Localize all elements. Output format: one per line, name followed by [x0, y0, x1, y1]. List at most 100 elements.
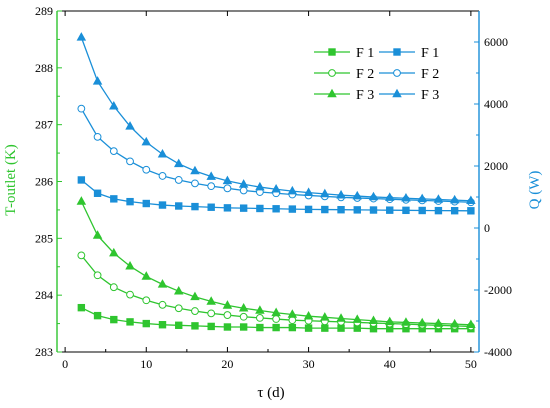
right-tick-label: 4000: [484, 97, 508, 111]
data-point: [191, 307, 199, 315]
data-point: [238, 179, 249, 188]
data-point: [207, 182, 216, 191]
data-point: [256, 323, 264, 332]
data-point: [110, 195, 118, 203]
data-point: [223, 184, 232, 193]
data-point: [369, 206, 378, 214]
data-point: [417, 193, 427, 203]
data-point: [191, 202, 199, 211]
data-point: [142, 319, 150, 328]
data-point: [353, 206, 361, 214]
data-point: [175, 202, 183, 210]
data-point: [321, 205, 329, 214]
data-point: [109, 147, 118, 156]
data-point: [157, 148, 168, 158]
x-axis-title: τ (d): [257, 385, 284, 401]
data-point: [368, 191, 379, 201]
data-point: [271, 184, 281, 193]
data-point: [449, 194, 460, 204]
data-point: [142, 199, 150, 208]
data-point: [126, 318, 134, 326]
data-point: [142, 165, 151, 174]
legend-item: F 3: [314, 88, 374, 103]
data-point: [271, 307, 281, 317]
data-point: [126, 157, 134, 166]
left-tick-label: 286: [35, 175, 53, 189]
data-point: [321, 324, 329, 332]
data-point: [433, 318, 444, 327]
data-point: [77, 303, 86, 312]
x-tick-label: 20: [221, 357, 233, 371]
data-point: [320, 312, 330, 321]
data-point: [450, 207, 459, 215]
right-tick-label: 6000: [484, 35, 508, 49]
legend-marker: [393, 69, 401, 77]
legend-label: F 3: [421, 88, 439, 103]
legend: F 1 F 2 F 3 F 1 F 2 F 3: [314, 46, 439, 103]
data-point: [126, 290, 134, 299]
data-point: [255, 314, 264, 322]
legend-item: F 2: [379, 67, 439, 82]
series-q-f1: [77, 176, 475, 215]
data-point: [222, 175, 233, 185]
data-point: [175, 321, 183, 329]
data-point: [93, 132, 102, 141]
legend-item: F 3: [379, 88, 439, 103]
data-point: [336, 189, 346, 199]
data-point: [158, 172, 167, 180]
data-point: [466, 319, 476, 329]
data-point: [109, 247, 119, 257]
data-point: [190, 165, 200, 175]
data-point: [272, 205, 280, 213]
data-point: [173, 285, 184, 295]
data-point: [222, 300, 233, 309]
data-point: [417, 317, 427, 327]
data-point: [288, 205, 297, 213]
x-tick-label: 50: [465, 357, 477, 371]
x-tick-label: 0: [62, 357, 68, 371]
data-point: [109, 100, 119, 110]
legend-label: F 2: [421, 67, 439, 82]
data-point: [352, 190, 363, 200]
data-point: [93, 271, 102, 280]
data-point: [191, 179, 199, 188]
data-point: [142, 296, 151, 305]
data-point: [386, 206, 394, 214]
data-point: [303, 187, 314, 196]
data-point: [110, 315, 118, 324]
axes-layer: 0 10 20 30 40 50 283 284 285 286 287 288 289 -4000 -20…: [35, 4, 512, 371]
data-point: [191, 322, 199, 330]
data-point: [207, 322, 215, 331]
data-point: [158, 300, 167, 309]
data-point: [384, 192, 395, 201]
legend-marker: [327, 88, 337, 98]
right-tick-label: 0: [484, 221, 490, 235]
left-tick-label: 285: [35, 231, 53, 245]
data-point: [467, 207, 475, 215]
data-point: [466, 195, 476, 205]
left-tick-label: 283: [35, 345, 53, 359]
data-point: [109, 283, 118, 292]
data-point: [239, 204, 248, 212]
left-tick-label: 287: [35, 118, 53, 132]
data-point: [206, 296, 216, 305]
legend-item: F 1: [379, 46, 439, 61]
data-point: [92, 230, 103, 239]
data-point: [174, 304, 183, 313]
legend-marker: [393, 48, 401, 56]
legend-label: F 1: [421, 46, 439, 61]
x-tick-label: 10: [140, 357, 152, 371]
data-point: [255, 305, 265, 314]
right-tick-label: 2000: [484, 159, 508, 173]
legend-marker: [328, 69, 336, 77]
legend-marker: [328, 48, 336, 56]
x-tick-label: 40: [384, 357, 396, 371]
data-point: [368, 315, 379, 325]
data-point: [190, 291, 200, 301]
data-point: [223, 323, 232, 331]
data-point: [272, 323, 280, 332]
data-point: [77, 251, 86, 260]
right-axis-title: Q (W): [527, 171, 543, 210]
left-axis-title: T-outlet (K): [3, 144, 19, 216]
